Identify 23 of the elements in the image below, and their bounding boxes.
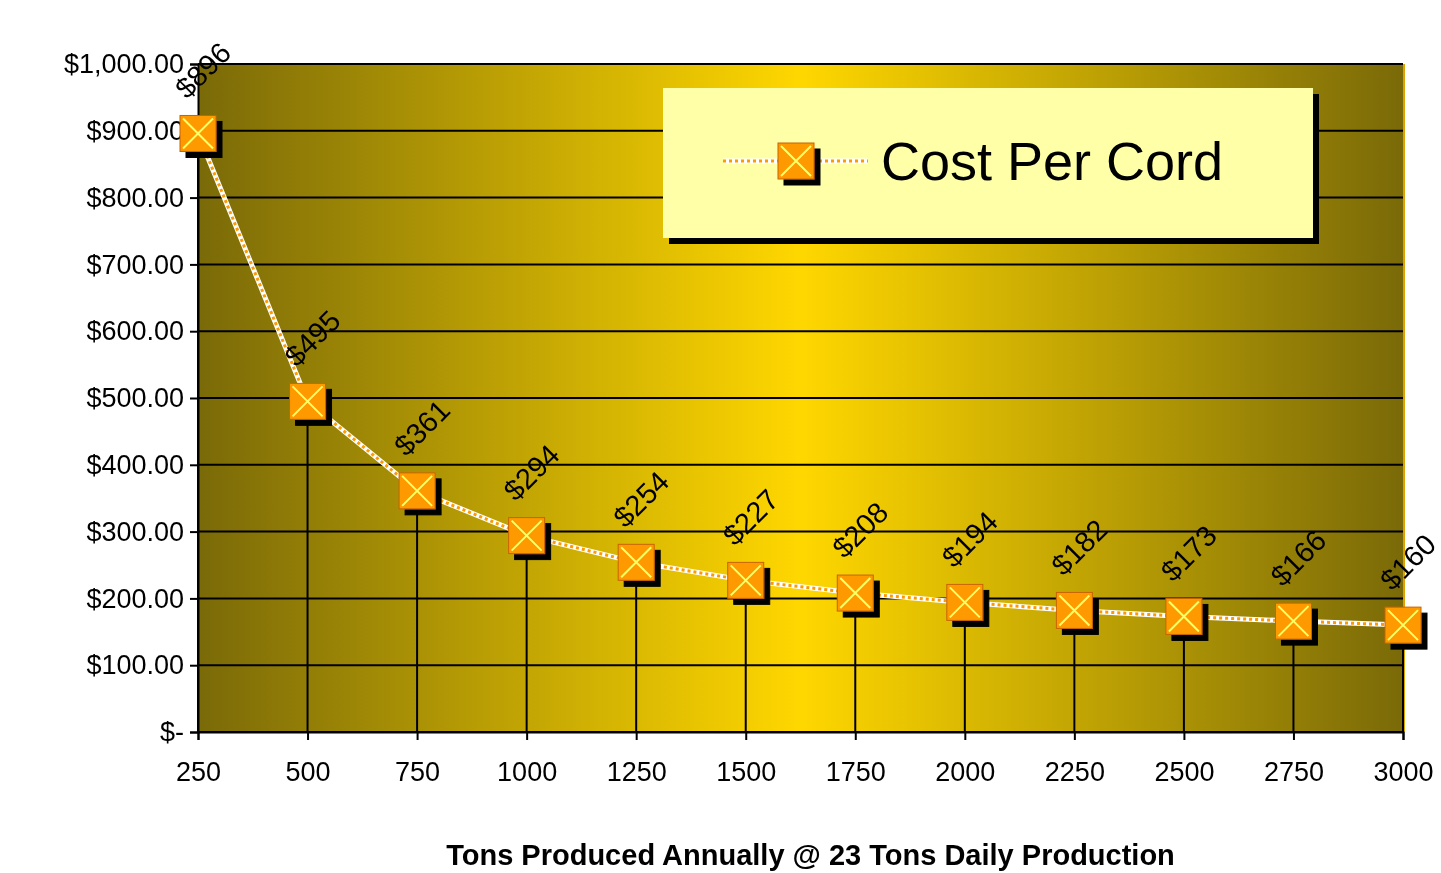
x-tick-label: 1750 xyxy=(825,757,886,788)
y-tick-label: $800.00 xyxy=(86,182,184,213)
y-tick-label: $- xyxy=(159,717,184,748)
x-tick-label: 2750 xyxy=(1263,757,1324,788)
y-tick-label: $700.00 xyxy=(86,249,184,280)
y-tick-label: $200.00 xyxy=(86,583,184,614)
y-tick-label: $500.00 xyxy=(86,383,184,414)
x-tick-label: 750 xyxy=(395,757,441,788)
x-tick-label: 3000 xyxy=(1373,757,1434,788)
y-tick-label: $100.00 xyxy=(86,650,184,681)
legend-label: Cost Per Cord xyxy=(881,131,1224,191)
x-tick-label: 1250 xyxy=(606,757,667,788)
x-tick-label: 2250 xyxy=(1044,757,1105,788)
x-tick-label: 2000 xyxy=(935,757,996,788)
x-tick-label: 500 xyxy=(285,757,331,788)
x-tick-label: 1000 xyxy=(497,757,558,788)
y-tick-label: $400.00 xyxy=(86,449,184,480)
x-axis-title: Tons Produced Annually @ 23 Tons Daily Production xyxy=(446,839,1175,871)
y-tick-label: $300.00 xyxy=(86,516,184,547)
x-tick-label: 250 xyxy=(175,757,222,788)
x-tick-label: 2500 xyxy=(1154,757,1215,788)
x-tick-label: 1500 xyxy=(716,757,777,788)
y-tick-label: $600.00 xyxy=(86,316,184,347)
